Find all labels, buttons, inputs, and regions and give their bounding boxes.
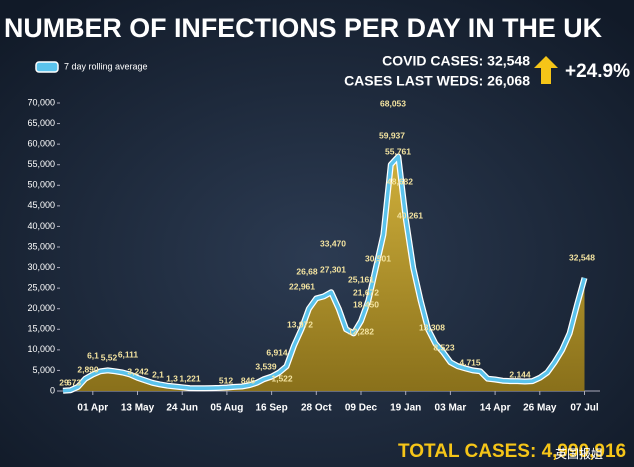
- x-tick-label: 26 May: [523, 403, 557, 414]
- annotation: 4,715: [459, 357, 481, 367]
- y-tick-label: 25,000: [27, 283, 55, 293]
- annotation: 40,261: [397, 210, 423, 220]
- annotation: 6,914: [266, 347, 288, 357]
- y-tick-label: 0: [50, 385, 55, 395]
- x-tick-label: 03 Mar: [435, 403, 467, 414]
- x-tick-label: 07 Jul: [570, 403, 599, 414]
- x-tick-label: 13 May: [121, 403, 155, 414]
- annotation: 846: [241, 375, 255, 385]
- y-tick-label: 20,000: [27, 303, 55, 313]
- annotation: 55,761: [385, 146, 411, 156]
- legend-swatch: [35, 61, 59, 73]
- up-arrow: [534, 56, 558, 84]
- annotation: 2,1: [152, 369, 164, 379]
- y-tick-label: 5,000: [32, 365, 55, 375]
- x-tick-label: 19 Jan: [390, 403, 421, 414]
- annotation: 48,682: [387, 176, 413, 186]
- legend-label: 7 day rolling average: [64, 61, 148, 71]
- annotation: 68,053: [380, 98, 406, 108]
- y-tick-label: 35,000: [27, 241, 55, 251]
- annotation: 3,242: [127, 366, 149, 376]
- annotation: 2,144: [509, 369, 531, 379]
- annotation: 25,161: [348, 274, 374, 284]
- annotation: 27,301: [320, 264, 346, 274]
- annotation: 29: [59, 377, 69, 387]
- y-tick-label: 30,000: [27, 262, 55, 272]
- y-tick-label: 45,000: [27, 200, 55, 210]
- annotation: 30,501: [365, 253, 391, 263]
- annotation: 22,961: [289, 281, 315, 291]
- y-tick-label: 70,000: [27, 97, 55, 107]
- y-tick-label: 50,000: [27, 180, 55, 190]
- annotation: 512: [219, 375, 233, 385]
- annotation: 13,972: [287, 319, 313, 329]
- change: +24.9%: [565, 61, 630, 82]
- annotation: 673: [67, 377, 81, 387]
- x-tick-label: 09 Dec: [345, 403, 378, 414]
- annotation: 6,1: [87, 350, 99, 360]
- annotation: 32,548: [569, 252, 595, 262]
- annotation: 6,111: [118, 349, 139, 359]
- annotation: 5,52: [101, 352, 118, 362]
- annotation: 18,450: [353, 299, 379, 309]
- annotation: 26,68: [296, 266, 318, 276]
- annotation: 1,221: [179, 373, 201, 383]
- stat: COVID CASES: 32,548: [382, 53, 530, 69]
- annotation: 1,522: [271, 373, 293, 383]
- y-tick-label: 40,000: [27, 221, 55, 231]
- x-tick-label: 16 Sep: [255, 403, 287, 414]
- annotation: 2,890: [77, 364, 99, 374]
- line: [62, 154, 587, 393]
- annotation: 12,282: [348, 326, 374, 336]
- y-tick-label: 60,000: [27, 139, 55, 149]
- total-cases: TOTAL CASES: 4,990,916: [398, 441, 626, 462]
- x-tick-label: 01 Apr: [77, 403, 108, 414]
- y-tick-label: 55,000: [27, 159, 55, 169]
- annotation: 8,523: [433, 342, 455, 352]
- area: [63, 156, 585, 391]
- y-tick-label: 15,000: [27, 324, 55, 334]
- chart-title: NUMBER OF INFECTIONS PER DAY IN THE UK: [4, 13, 602, 43]
- annotation: 1,3: [166, 373, 178, 383]
- y-tick-label: 65,000: [27, 118, 55, 128]
- annotation: 3,539: [255, 361, 277, 371]
- x-tick-label: 24 Jun: [166, 403, 198, 414]
- watermark: 英国报姐: [555, 446, 603, 461]
- annotation: 21,672: [353, 287, 379, 297]
- annotation: 59,937: [379, 130, 405, 140]
- annotation: 13,308: [419, 322, 445, 332]
- stat: CASES LAST WEDS: 26,068: [344, 73, 530, 89]
- x-tick-label: 05 Aug: [210, 403, 243, 414]
- y-tick-label: 10,000: [27, 344, 55, 354]
- x-tick-label: 28 Oct: [301, 403, 332, 414]
- x-tick-label: 14 Apr: [480, 403, 511, 414]
- annotation: 33,470: [320, 238, 346, 248]
